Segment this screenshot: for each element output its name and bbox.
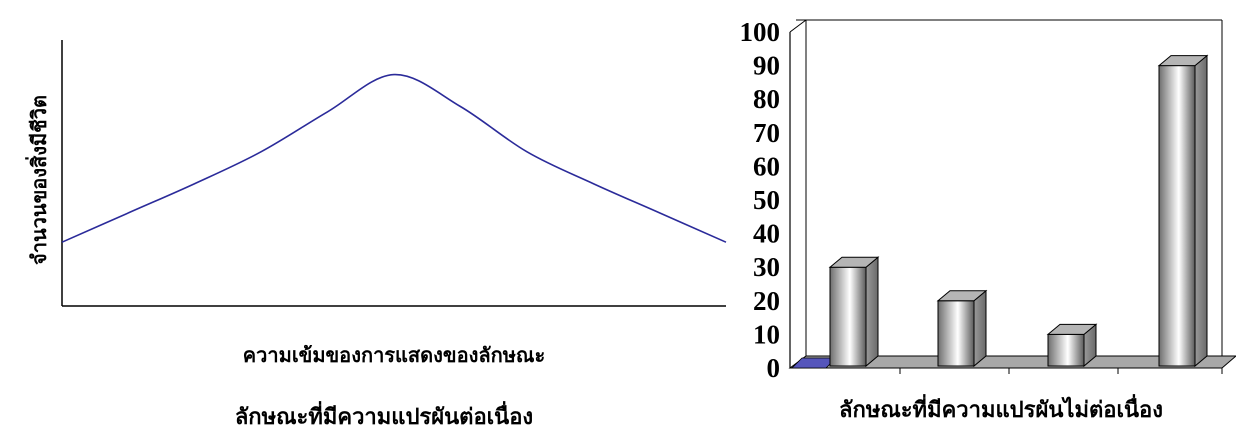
y-tick-label: 30 (753, 252, 780, 282)
y-tick-label: 70 (753, 118, 780, 148)
y-tick-label: 20 (753, 286, 780, 316)
bar-top-face (828, 256, 880, 268)
y-tick-label: 60 (753, 151, 780, 181)
continuous-chart-caption: ลักษณะที่มีความแปรผันต่อเนื่อง (235, 400, 533, 430)
bar (1157, 54, 1209, 368)
continuous-chart: จำนวนของสิ่งมีชีวิต ความเข้มของการแสดงขอ… (24, 40, 727, 430)
y-tick-label: 80 (753, 84, 780, 114)
discontinuous-x-axis-label: ลักษณะที่มีความแปรผันไม่ต่อเนื่อง (839, 393, 1163, 423)
y-tick-label: 0 (767, 353, 781, 383)
category-ticks (899, 368, 1223, 374)
bars (828, 54, 1209, 368)
continuous-y-axis-label: จำนวนของสิ่งมีชีวิต (24, 95, 51, 265)
bar (1046, 323, 1098, 368)
bar (828, 256, 880, 368)
plot-left-wall (789, 19, 807, 368)
bar-front-face (937, 300, 975, 367)
y-tick-label: 50 (753, 185, 780, 215)
bar (936, 289, 988, 368)
bar-top-face (1046, 323, 1098, 335)
y-tick-label: 100 (740, 17, 781, 47)
bar-side-face (973, 289, 987, 368)
y-tick-label: 90 (753, 51, 780, 81)
y-tick-label: 10 (753, 319, 780, 349)
continuous-series-line (61, 73, 727, 243)
plot-back-wall (796, 19, 1223, 358)
bar-side-face (1194, 54, 1208, 368)
bar-front-face (1047, 333, 1085, 367)
continuous-x-axis-label: ความเข้มของการแสดงของลักษณะ (243, 343, 545, 367)
bar-top-face (936, 290, 988, 302)
y-tick-label: 40 (753, 219, 780, 249)
bar-front-face (829, 266, 867, 367)
bar-top-face (1157, 55, 1209, 67)
bar-side-face (865, 256, 879, 368)
bar-front-face (1158, 65, 1196, 367)
